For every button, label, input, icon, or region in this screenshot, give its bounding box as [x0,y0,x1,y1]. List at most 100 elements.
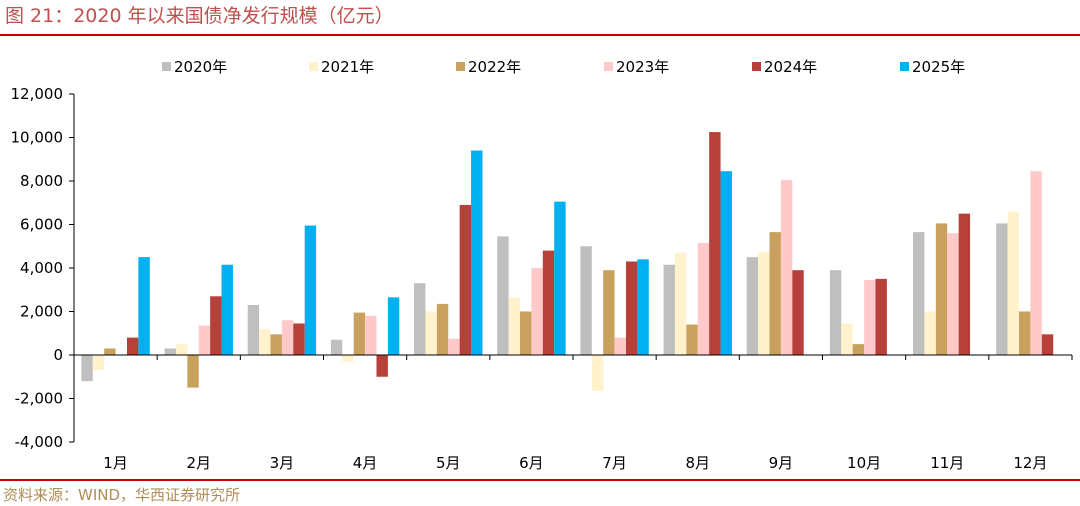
x-tick-label: 10月 [847,454,881,472]
bar [259,328,271,355]
bar [746,257,759,355]
bar [758,251,770,355]
bar [591,355,604,391]
bar [864,279,876,355]
x-tick-label: 4月 [353,454,378,472]
bar [471,150,483,355]
bar [210,296,222,355]
bar [330,339,343,355]
legend-label: 2024年 [764,58,817,76]
bar [304,225,317,355]
bar [792,270,804,355]
bar [353,312,366,355]
bar [958,213,971,355]
bar-chart: 2020年 2021年 2022年 2023年 2024年 2025年 12,000 10,… [11,58,1073,472]
bar [1030,171,1042,355]
bar [221,264,233,355]
bar [1041,334,1054,355]
bar [164,348,176,355]
bar [769,232,781,355]
legend-swatch [900,62,909,71]
x-tick-label: 3月 [270,454,295,472]
legend-label: 2023年 [616,58,669,76]
bar [913,232,925,355]
bar [829,270,842,355]
x-tick-label: 5月 [436,454,461,472]
y-tick-label: -4,000 [15,433,63,451]
bar [459,204,472,355]
legend-label: 2021年 [321,58,374,76]
bar [947,233,959,355]
bar [293,323,305,355]
bar [674,252,687,355]
bar [603,270,615,355]
bar [520,311,532,355]
bar [720,171,732,355]
bar [531,268,543,355]
legend-swatch [752,62,761,71]
y-tick-label: 2,000 [20,303,63,321]
legend-label: 2022年 [468,58,521,76]
y-tick-label: 6,000 [20,216,63,234]
legend-swatch [604,62,613,71]
bar [81,355,93,382]
bar [414,283,426,355]
bar [554,201,566,355]
legend-swatch [162,62,171,71]
bar [542,250,555,355]
x-tick-label: 7月 [602,454,627,472]
bar [780,179,793,355]
x-tick-label: 9月 [769,454,794,472]
bar [425,311,437,355]
bar [365,315,377,355]
x-tick-label: 1月 [103,454,128,472]
bar [126,337,139,355]
bar [935,223,948,355]
bar [614,337,626,355]
y-axis: 12,000 10,000 8,000 6,000 4,000 2,000 0 -2,000 -… [11,85,75,451]
bar [138,257,150,355]
bar-series [81,132,1054,391]
bar [342,355,354,362]
y-tick-label: 12,000 [11,85,64,103]
bar [92,355,105,371]
bar [187,355,199,388]
y-tick-label: -2,000 [15,390,63,408]
bar [663,264,675,355]
y-tick-label: 0 [53,346,63,364]
bar [281,320,294,355]
bar [1019,311,1031,355]
legend-swatch [309,62,318,71]
bar [875,278,887,355]
source-note: 资料来源：WIND，华西证券研究所 [3,486,241,504]
figure-title: 图 21：2020 年以来国债净发行规模（亿元） [5,5,394,27]
bar [709,132,721,355]
bar [580,246,592,355]
x-tick-label: 8月 [685,454,710,472]
bar [448,338,460,355]
bar [996,223,1008,355]
bar [508,297,521,355]
bar [686,324,698,355]
x-axis: 1月 2月 3月 4月 5月 6月 7月 8月 9月 10月 11月 12月 [73,354,1073,472]
bar [924,311,936,355]
bar [637,259,649,355]
bar [175,344,188,355]
bar [270,334,282,355]
bar [387,297,400,355]
x-tick-label: 11月 [930,454,964,472]
bar [625,261,638,355]
bar [247,304,260,355]
bar [376,355,388,377]
legend-label: 2020年 [174,58,227,76]
top-divider [0,34,1080,36]
bar [436,303,449,355]
bar [852,344,865,355]
legend-swatch [456,62,465,71]
bar [841,323,853,355]
y-tick-label: 8,000 [20,172,63,190]
y-tick-label: 10,000 [11,129,64,147]
x-tick-label: 12月 [1013,454,1047,472]
bar [104,348,116,355]
x-tick-label: 2月 [186,454,211,472]
